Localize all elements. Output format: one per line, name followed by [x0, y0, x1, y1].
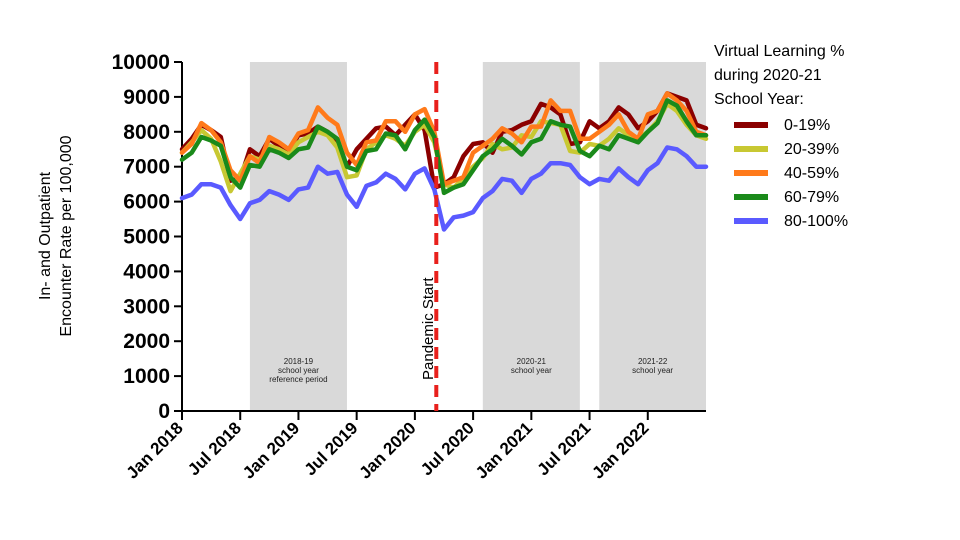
series-lines — [179, 91, 709, 232]
legend-label-2: 40-59% — [784, 165, 839, 182]
pandemic-start-label: Pandemic Start — [420, 277, 437, 380]
legend-title: Virtual Learning % — [714, 43, 844, 60]
shaded-period-label-line: 2021-22 — [638, 357, 668, 366]
shaded-period-label-line: 2020-21 — [517, 357, 547, 366]
x-tick-label: Jan 2018 — [123, 418, 187, 482]
y-tick-label: 4000 — [123, 260, 170, 283]
y-tick-label: 8000 — [123, 121, 170, 144]
y-tick-label: 5000 — [123, 226, 170, 249]
y-axis-label-line: Encounter Rate per 100,000 — [58, 135, 75, 336]
shaded-period-label-line: school year — [278, 366, 319, 375]
legend-label-4: 80-100% — [784, 213, 848, 230]
legend-label-3: 60-79% — [784, 189, 839, 206]
legend-label-0: 0-19% — [784, 117, 830, 134]
shaded-period-label-line: school year — [632, 366, 673, 375]
x-tick-label: Jan 2022 — [588, 418, 652, 482]
shaded-periods: 2018-19 school year reference period2020-2… — [249, 62, 706, 411]
legend: Virtual Learning % during 2020-21 School Y… — [714, 43, 848, 230]
y-tick-label: 10000 — [112, 51, 170, 74]
shaded-period-label-line: 2018-19 — [284, 357, 314, 366]
y-tick-label: 1000 — [123, 365, 170, 388]
legend-title: during 2020-21 — [714, 67, 822, 84]
y-tick-label: 2000 — [123, 330, 170, 353]
series-line-3 — [179, 98, 709, 196]
shaded-period-label-line: reference period — [269, 375, 327, 384]
y-tick-label: 6000 — [123, 191, 170, 214]
shaded-period-label-1: 2020-21 school year — [511, 357, 552, 375]
legend-label-1: 20-39% — [784, 141, 839, 158]
x-tick-label: Jul 2019 — [301, 418, 362, 479]
y-tick-label: 7000 — [123, 156, 170, 179]
y-tick-label: 3000 — [123, 295, 170, 318]
x-tick-label: Jan 2020 — [355, 418, 419, 482]
series-line-4 — [179, 145, 709, 232]
y-tick-label: 0 — [158, 400, 170, 423]
x-tick-label: Jul 2021 — [533, 418, 594, 479]
y-axis-label-line: In- and Outpatient — [37, 171, 54, 300]
legend-title: School Year: — [714, 91, 804, 108]
shaded-period-label-2: 2021-22 school year — [632, 357, 673, 375]
x-tick-label: Jul 2018 — [184, 418, 245, 479]
y-axis-label: In- and Outpatient Encounter Rate per 100… — [37, 135, 75, 336]
annotations: Pandemic Start — [420, 62, 439, 411]
shaded-period-label-line: school year — [511, 366, 552, 375]
y-tick-label: 9000 — [123, 86, 170, 109]
x-tick-label: Jan 2019 — [239, 418, 303, 482]
x-tick-label: Jan 2021 — [472, 418, 536, 482]
shaded-period-label-0: 2018-19 school year reference period — [269, 357, 327, 384]
x-tick-label: Jul 2020 — [417, 418, 478, 479]
